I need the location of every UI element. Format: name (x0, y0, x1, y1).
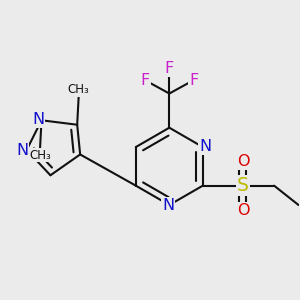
Text: N: N (199, 139, 211, 154)
Text: F: F (165, 61, 174, 76)
Text: N: N (32, 112, 44, 127)
Text: CH₃: CH₃ (68, 83, 89, 97)
Text: F: F (140, 73, 150, 88)
Text: O: O (238, 154, 250, 169)
Text: N: N (162, 198, 175, 213)
Text: F: F (189, 73, 198, 88)
Text: CH₃: CH₃ (29, 148, 51, 162)
Text: S: S (237, 176, 249, 195)
Text: O: O (238, 202, 250, 217)
Text: N: N (16, 142, 28, 158)
